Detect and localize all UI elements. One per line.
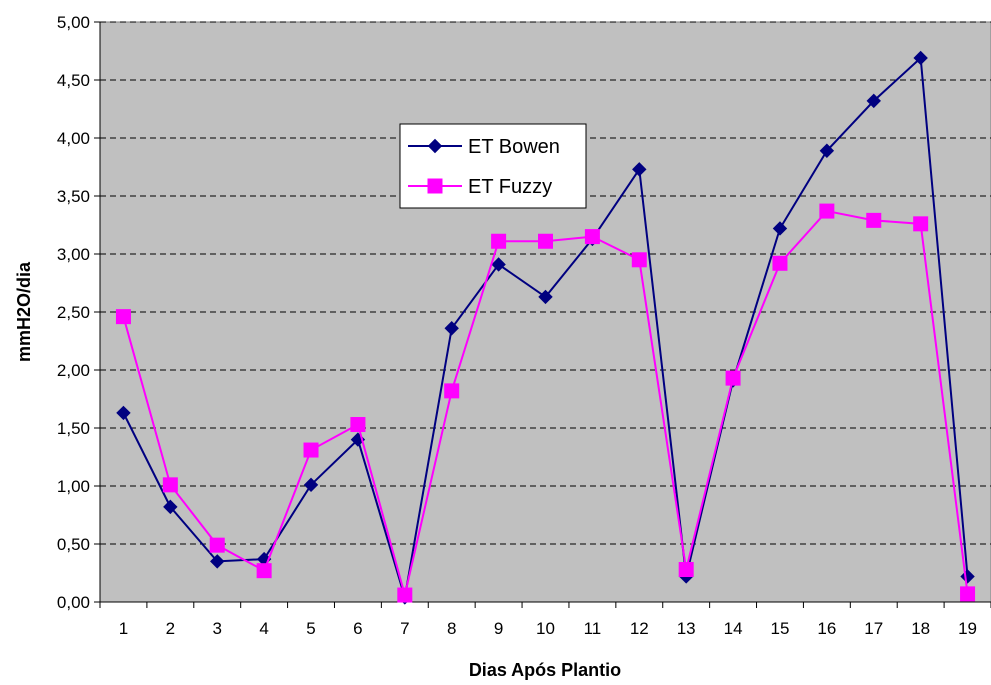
x-tick-label: 1 [119, 619, 128, 638]
legend: ET Bowen ET Fuzzy [399, 123, 587, 209]
data-point [303, 442, 319, 458]
data-point [256, 563, 272, 579]
data-point [538, 289, 553, 305]
x-tick-label: 16 [817, 619, 836, 638]
x-tick-label: 13 [677, 619, 696, 638]
x-tick-label: 19 [958, 619, 977, 638]
data-point [444, 383, 460, 399]
data-point [584, 229, 600, 245]
data-point [116, 405, 131, 421]
data-point [913, 50, 928, 66]
data-point [819, 203, 835, 219]
data-point [210, 554, 225, 569]
series-et-fuzzy [115, 203, 976, 603]
y-tick-label: 3,00 [57, 245, 90, 264]
data-point [209, 537, 225, 553]
y-tick-label: 5,00 [57, 13, 90, 32]
data-point [866, 212, 882, 228]
data-point [960, 586, 976, 602]
data-point [491, 233, 507, 249]
y-tick-label: 2,50 [57, 303, 90, 322]
legend-entry: ET Bowen [408, 136, 560, 158]
x-tick-label: 10 [536, 619, 555, 638]
data-point [444, 321, 459, 336]
x-tick-label: 18 [911, 619, 930, 638]
x-tick-label: 5 [306, 619, 315, 638]
data-point [538, 233, 553, 249]
x-tick-label: 9 [494, 619, 503, 638]
legend-marker [427, 138, 443, 154]
data-point [632, 162, 647, 177]
y-axis-title: mmH2O/dia [14, 261, 34, 362]
y-tick-label: 1,50 [57, 419, 90, 438]
x-tick-label: 4 [259, 619, 268, 638]
data-point [115, 309, 131, 325]
y-tick-label: 2,00 [57, 361, 90, 380]
y-tick-label: 1,00 [57, 477, 90, 496]
y-tick-label: 3,50 [57, 187, 90, 206]
data-point [163, 499, 178, 515]
data-point [866, 93, 881, 109]
data-point [303, 477, 319, 493]
legend-entry: ET Fuzzy [408, 176, 552, 198]
x-axis-title: Dias Após Plantio [469, 660, 621, 680]
x-tick-label: 12 [630, 619, 649, 638]
data-point [913, 216, 929, 232]
y-tick-label: 0,00 [57, 593, 90, 612]
data-point [678, 562, 694, 578]
x-tick-label: 14 [724, 619, 743, 638]
legend-marker [427, 178, 443, 194]
x-tick-label: 11 [584, 619, 602, 638]
y-tick-label: 0,50 [57, 535, 90, 554]
x-tick-label: 3 [213, 619, 222, 638]
series-et-bowen [116, 50, 975, 605]
series-layer [115, 50, 976, 605]
axes: 0,00 0,50 1,00 1,50 2,00 2,50 3,00 3,50 4,00 4,50… [57, 13, 991, 638]
x-tick-label: 6 [353, 619, 362, 638]
data-point [819, 143, 835, 158]
legend-label: ET Bowen [468, 136, 560, 158]
x-tick-label: 15 [771, 619, 790, 638]
y-tick-label: 4,00 [57, 129, 90, 148]
x-tick-label: 17 [864, 619, 883, 638]
data-point [162, 477, 178, 493]
x-tick-label: 2 [166, 619, 175, 638]
data-point [725, 370, 741, 386]
y-tick-label: 4,50 [57, 71, 90, 90]
data-point [350, 417, 366, 433]
x-tick-label: 7 [400, 619, 409, 638]
legend-label: ET Fuzzy [468, 176, 552, 198]
x-tick-label: 8 [447, 619, 456, 638]
data-point [397, 587, 413, 603]
data-point [772, 221, 788, 236]
data-point [631, 252, 647, 268]
data-point [772, 255, 788, 271]
legend-box [399, 123, 587, 209]
data-point [491, 257, 506, 272]
